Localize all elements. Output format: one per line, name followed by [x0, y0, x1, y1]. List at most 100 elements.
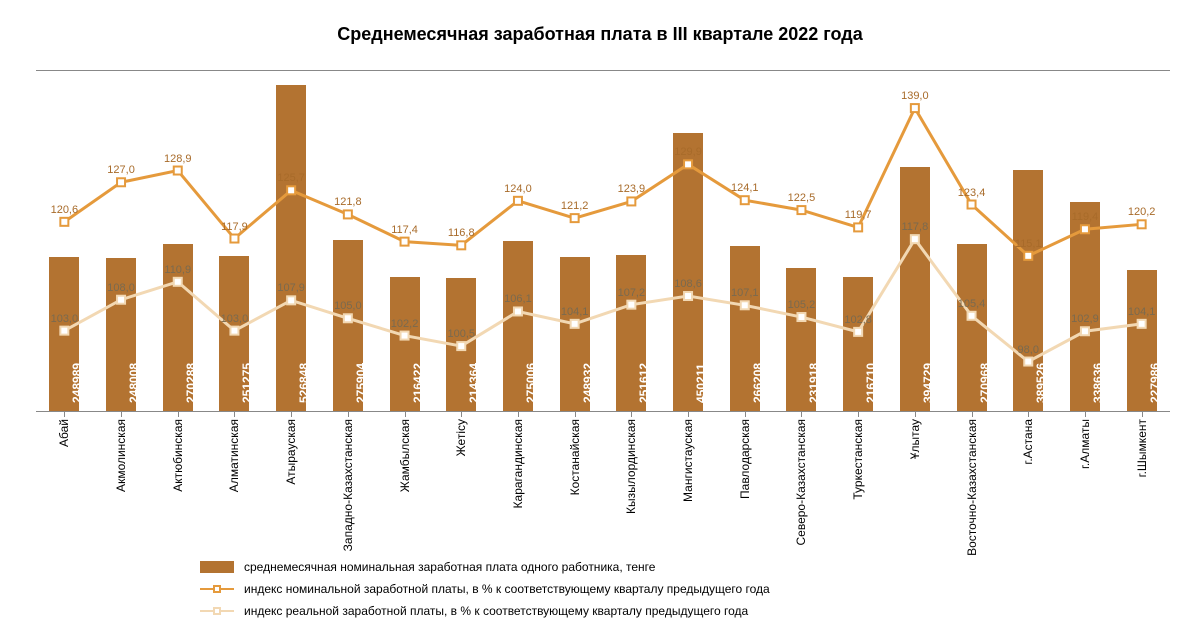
x-axis-label: г.Шымкент — [1135, 419, 1149, 477]
x-axis-label: Актюбинская — [171, 419, 185, 492]
x-axis-label: Костанайская — [568, 419, 582, 495]
x-axis-tick — [1142, 411, 1143, 417]
line-marker — [117, 296, 125, 304]
line-value-label: 124,1 — [731, 182, 759, 194]
line-value-label: 107,1 — [731, 287, 759, 299]
line-marker — [1081, 225, 1089, 233]
x-axis-label: Жетісу — [454, 419, 468, 456]
line-marker — [911, 235, 919, 243]
line-marker — [457, 342, 465, 350]
line-marker — [117, 178, 125, 186]
line-marker — [627, 301, 635, 309]
x-axis-tick — [801, 411, 802, 417]
line-value-label: 117,8 — [901, 221, 928, 233]
chart-title: Среднемесячная заработная плата в III кв… — [0, 24, 1200, 45]
line-marker — [401, 238, 409, 246]
line-marker — [60, 327, 68, 335]
line-marker — [684, 292, 692, 300]
line-marker — [741, 301, 749, 309]
line-marker — [797, 313, 805, 321]
line-marker — [344, 314, 352, 322]
line-value-label: 105,0 — [334, 300, 362, 312]
line-marker — [1081, 327, 1089, 335]
line-value-label: 121,2 — [561, 200, 589, 212]
line-value-label: 108,6 — [674, 278, 702, 290]
line-value-label: 125,7 — [277, 172, 305, 184]
line-value-label: 115,1 — [1015, 238, 1042, 250]
x-axis-tick — [1028, 411, 1029, 417]
line-value-label: 127,0 — [107, 164, 135, 176]
x-axis-tick — [745, 411, 746, 417]
line-value-label: 104,1 — [561, 306, 589, 318]
line-marker — [854, 223, 862, 231]
x-axis-tick — [518, 411, 519, 417]
x-axis-label: Восточно-Казахстанская — [965, 419, 979, 556]
line-marker — [571, 320, 579, 328]
x-axis-label: Алматинская — [227, 419, 241, 492]
x-axis-label: Ұлытау — [908, 419, 922, 459]
line-marker — [1138, 220, 1146, 228]
plot-area: 248989Абай248008Акмолинская270288Актюбин… — [36, 70, 1170, 412]
line-value-label: 123,4 — [958, 187, 986, 199]
line-marker — [287, 296, 295, 304]
line-marker — [741, 196, 749, 204]
x-axis-label: Карагандинская — [511, 419, 525, 508]
line-marker — [287, 186, 295, 194]
x-axis-label: Абай — [57, 419, 71, 447]
line-value-label: 124,0 — [504, 183, 532, 195]
line-marker — [854, 328, 862, 336]
x-axis-label: Атырауская — [284, 419, 298, 485]
line-marker — [174, 167, 182, 175]
line-value-label: 103,0 — [221, 313, 249, 325]
legend-label: индекс номинальной заработной платы, в %… — [244, 582, 770, 596]
x-axis-tick — [64, 411, 65, 417]
line-value-label: 102,8 — [844, 314, 872, 326]
legend-swatch-bar — [200, 561, 234, 573]
line-value-label: 120,2 — [1128, 206, 1156, 218]
line-marker — [401, 332, 409, 340]
legend-label: индекс реальной заработной платы, в % к … — [244, 604, 748, 618]
x-axis-label: Кызылординская — [624, 419, 638, 514]
x-axis-tick — [461, 411, 462, 417]
line-value-label: 116,8 — [448, 227, 475, 239]
line-value-label: 105,2 — [788, 299, 816, 311]
x-axis-label: г.Алматы — [1078, 419, 1092, 469]
x-axis-tick — [291, 411, 292, 417]
line-value-label: 110,9 — [164, 264, 191, 276]
line-value-label: 117,9 — [221, 221, 248, 233]
line-marker — [1024, 252, 1032, 260]
line-value-label: 119,7 — [845, 209, 872, 221]
x-axis-tick — [972, 411, 973, 417]
line-marker — [457, 241, 465, 249]
line-value-label: 128,9 — [164, 153, 192, 165]
line-marker — [344, 210, 352, 218]
chart-container: Среднемесячная заработная плата в III кв… — [0, 0, 1200, 636]
x-axis-label: Акмолинская — [114, 419, 128, 492]
legend-row: среднемесячная номинальная заработная пл… — [200, 556, 770, 578]
x-axis-label: Павлодарская — [738, 419, 752, 499]
line-series — [64, 108, 1141, 256]
line-value-label: 117,4 — [391, 224, 418, 236]
legend-swatch-line — [200, 583, 234, 595]
x-axis-tick — [915, 411, 916, 417]
line-value-label: 107,2 — [618, 287, 646, 299]
line-marker — [911, 104, 919, 112]
x-axis-tick — [348, 411, 349, 417]
line-value-label: 108,0 — [107, 282, 135, 294]
x-axis-label: Жамбылская — [398, 419, 412, 492]
line-value-label: 122,5 — [788, 192, 816, 204]
x-axis-tick — [688, 411, 689, 417]
line-marker — [514, 307, 522, 315]
x-axis-tick — [405, 411, 406, 417]
line-value-label: 102,9 — [1071, 313, 1099, 325]
line-value-label: 104,1 — [1128, 306, 1156, 318]
legend-row: индекс номинальной заработной платы, в %… — [200, 578, 770, 600]
x-axis-label: г.Астана — [1021, 419, 1035, 465]
x-axis-tick — [858, 411, 859, 417]
line-marker — [627, 197, 635, 205]
line-marker — [797, 206, 805, 214]
legend: среднемесячная номинальная заработная пл… — [200, 556, 770, 622]
x-axis-label: Северо-Казахстанская — [794, 419, 808, 546]
lines-layer — [36, 71, 1170, 411]
line-marker — [174, 278, 182, 286]
